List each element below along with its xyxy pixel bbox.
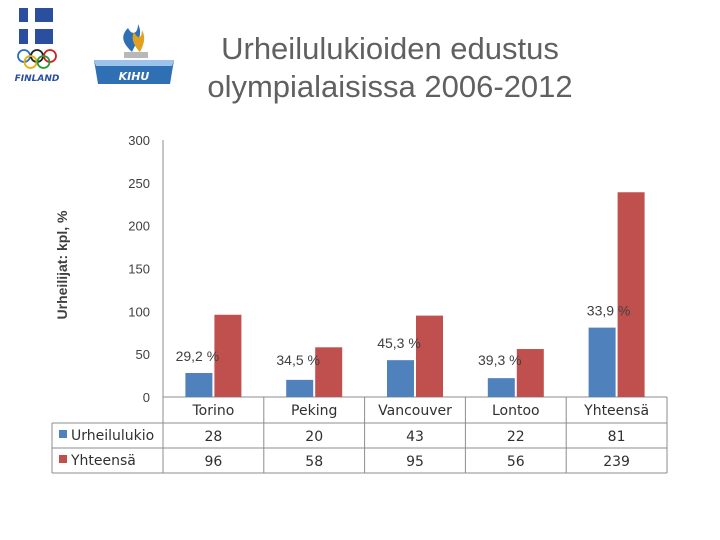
y-tick-label: 300 — [128, 133, 150, 148]
x-category-label: Vancouver — [378, 403, 452, 419]
percent-label: 39,3 % — [478, 352, 522, 368]
x-category-label: Torino — [191, 403, 234, 419]
percent-label: 33,9 % — [587, 303, 631, 319]
page-title: Urheilulukioiden edustus olympialaisissa… — [207, 31, 573, 104]
bar-yhteensa — [617, 192, 645, 397]
legend-swatch-urheilulukio — [59, 430, 67, 438]
bar-yhteensa — [214, 314, 242, 397]
percent-label: 45,3 % — [377, 335, 421, 351]
logo-kihu-text: KIHU — [119, 70, 150, 83]
bar-urheilulukio — [286, 379, 314, 397]
x-category-label: Yhteensä — [583, 403, 649, 419]
table-cell-urheilulukio: 43 — [406, 429, 424, 445]
table-cell-yhteensa: 58 — [305, 454, 323, 470]
y-tick-label: 200 — [128, 219, 150, 234]
table-cell-yhteensa: 239 — [603, 454, 630, 470]
table-cell-yhteensa: 96 — [204, 454, 222, 470]
legend-swatch-yhteensa — [59, 455, 67, 463]
olympic-finland-logo: FINLAND — [15, 8, 60, 84]
bar-yhteensa — [416, 315, 443, 397]
kihu-logo: KIHU — [94, 24, 174, 84]
bar-urheilulukio — [487, 378, 515, 397]
bar-yhteensa — [315, 347, 343, 397]
y-tick-label: 100 — [128, 304, 150, 319]
table-cell-urheilulukio: 28 — [204, 429, 222, 445]
table-cell-yhteensa: 95 — [406, 454, 424, 470]
y-tick-label: 150 — [128, 262, 150, 277]
legend-label-yhteensa: Yhteensä — [70, 453, 136, 469]
percent-label: 29,2 % — [176, 348, 220, 364]
legend-label-urheilulukio: Urheilulukio — [71, 428, 154, 444]
bar-yhteensa — [516, 349, 544, 397]
table-cell-urheilulukio: 22 — [507, 429, 525, 445]
logo-finland-text: FINLAND — [15, 74, 60, 84]
bar-urheilulukio — [185, 373, 213, 397]
x-category-label: Peking — [291, 403, 337, 419]
table-cell-urheilulukio: 20 — [305, 429, 323, 445]
y-tick-label: 250 — [128, 176, 150, 191]
percent-label: 34,5 % — [276, 352, 320, 368]
y-tick-label: 0 — [143, 390, 150, 405]
bar-urheilulukio — [588, 327, 616, 397]
y-tick-label: 50 — [136, 347, 150, 362]
bar-urheilulukio — [387, 360, 414, 397]
x-category-label: Lontoo — [492, 403, 540, 419]
table-cell-urheilulukio: 81 — [608, 429, 626, 445]
table-cell-yhteensa: 56 — [507, 454, 525, 470]
